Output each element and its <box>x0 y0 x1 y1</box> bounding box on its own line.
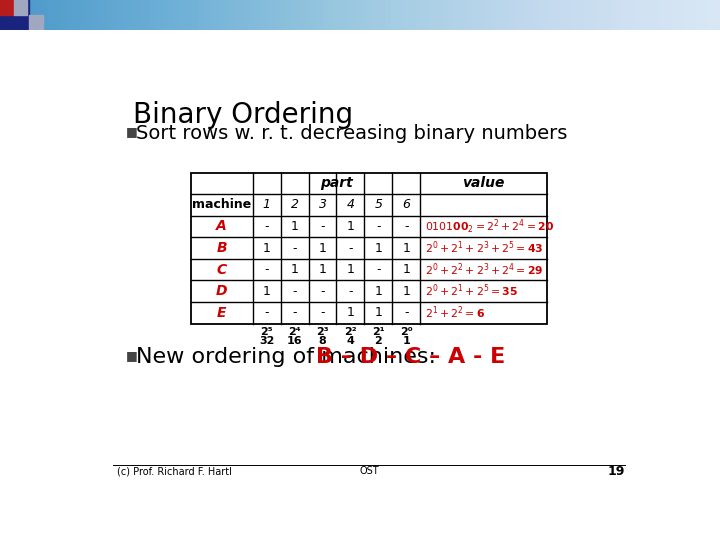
Text: 1: 1 <box>263 285 271 298</box>
Text: Sort rows w. r. t. decreasing binary numbers: Sort rows w. r. t. decreasing binary num… <box>137 124 568 143</box>
Text: 1: 1 <box>291 220 299 233</box>
Text: 3: 3 <box>318 198 326 212</box>
Text: ■: ■ <box>126 125 138 138</box>
Text: $2^0 + 2^2 + 2^3 + 2^4 = \mathbf{29}$: $2^0 + 2^2 + 2^3 + 2^4 = \mathbf{29}$ <box>425 261 543 278</box>
Text: 19: 19 <box>608 465 625 478</box>
Text: 2³: 2³ <box>316 327 329 337</box>
Text: -: - <box>376 263 381 276</box>
Text: -: - <box>320 306 325 319</box>
Text: -: - <box>376 220 381 233</box>
Text: part: part <box>320 177 353 191</box>
Bar <box>14 0 27 15</box>
Text: 1: 1 <box>346 306 354 319</box>
Bar <box>191 173 547 323</box>
Text: 2⁰: 2⁰ <box>400 327 413 337</box>
Text: 16: 16 <box>287 336 302 346</box>
Bar <box>0 0 29 30</box>
Text: -: - <box>348 285 353 298</box>
Text: ■: ■ <box>126 349 138 362</box>
Text: value: value <box>462 177 505 191</box>
Text: -: - <box>264 306 269 319</box>
Text: B: B <box>217 241 227 255</box>
Text: 1: 1 <box>402 241 410 254</box>
Text: 6: 6 <box>402 198 410 212</box>
Text: $2^1 + 2^2 = \mathbf{6}$: $2^1 + 2^2 = \mathbf{6}$ <box>425 305 485 321</box>
Text: 1: 1 <box>318 263 326 276</box>
Text: Binary Ordering: Binary Ordering <box>133 101 354 129</box>
Text: 1: 1 <box>263 241 271 254</box>
Text: 1: 1 <box>374 241 382 254</box>
Text: -: - <box>320 220 325 233</box>
Text: -: - <box>404 220 408 233</box>
Text: -: - <box>264 220 269 233</box>
Text: 1: 1 <box>291 263 299 276</box>
Text: 1: 1 <box>374 306 382 319</box>
Text: -: - <box>404 306 408 319</box>
Text: 8: 8 <box>319 336 326 346</box>
Text: New ordering of machines:: New ordering of machines: <box>137 347 444 367</box>
Text: 1: 1 <box>374 285 382 298</box>
Text: -: - <box>292 241 297 254</box>
Text: OST: OST <box>359 467 379 476</box>
Text: B – D – C – A - E: B – D – C – A - E <box>316 347 505 367</box>
Text: E: E <box>217 306 227 320</box>
Text: 1: 1 <box>402 285 410 298</box>
Text: -: - <box>292 285 297 298</box>
Text: C: C <box>217 262 227 276</box>
Text: $\mathit{0101\mathbf{00}}_2 = 2^2 + 2^4 = \mathbf{20}$: $\mathit{0101\mathbf{00}}_2 = 2^2 + 2^4 … <box>425 217 554 235</box>
Text: 1: 1 <box>318 241 326 254</box>
Text: 1: 1 <box>263 198 271 212</box>
Text: (c) Prof. Richard F. Hartl: (c) Prof. Richard F. Hartl <box>117 467 232 476</box>
Text: 2¹: 2¹ <box>372 327 384 337</box>
Text: 2⁴: 2⁴ <box>288 327 301 337</box>
Bar <box>29 15 43 30</box>
Text: 5: 5 <box>374 198 382 212</box>
Text: 2²: 2² <box>344 327 356 337</box>
Text: -: - <box>264 263 269 276</box>
Text: $2^0 + 2^1 + 2^5 = \mathbf{35}$: $2^0 + 2^1 + 2^5 = \mathbf{35}$ <box>425 283 518 300</box>
Text: 2: 2 <box>291 198 299 212</box>
Text: 1: 1 <box>402 263 410 276</box>
Text: 4: 4 <box>346 198 354 212</box>
Text: -: - <box>292 306 297 319</box>
Text: 2: 2 <box>374 336 382 346</box>
Text: 1: 1 <box>402 336 410 346</box>
Text: -: - <box>348 241 353 254</box>
Text: 1: 1 <box>346 220 354 233</box>
Text: 4: 4 <box>346 336 354 346</box>
Text: A: A <box>217 219 227 233</box>
Text: D: D <box>216 284 228 298</box>
Text: machine: machine <box>192 198 251 212</box>
Bar <box>0 0 14 15</box>
Text: -: - <box>320 285 325 298</box>
Text: $2^0 + 2^1 + 2^3 + 2^5 = \mathbf{43}$: $2^0 + 2^1 + 2^3 + 2^5 = \mathbf{43}$ <box>425 240 543 256</box>
Text: 32: 32 <box>259 336 274 346</box>
Text: 1: 1 <box>346 263 354 276</box>
Text: 2⁵: 2⁵ <box>261 327 273 337</box>
